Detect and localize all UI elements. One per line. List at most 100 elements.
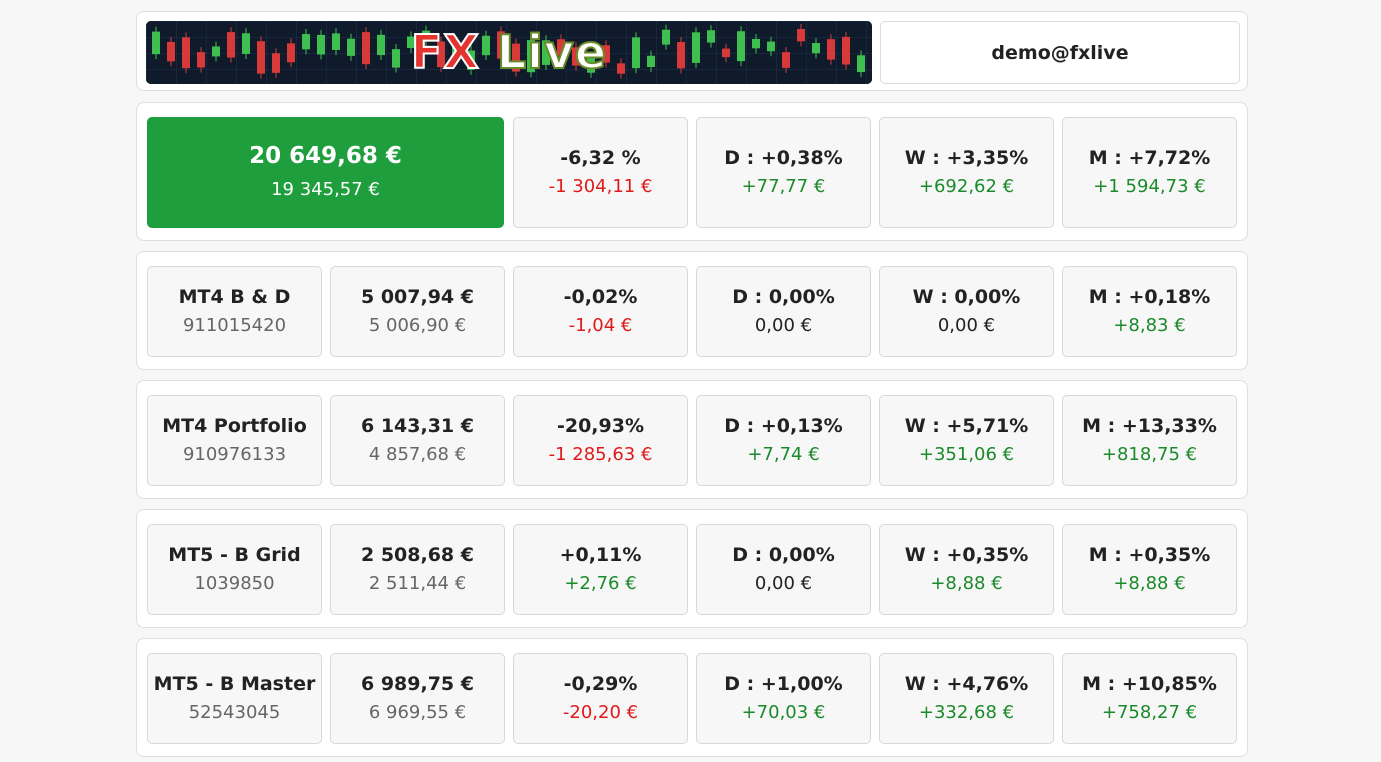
total-deposit: 19 345,57 € [271, 178, 380, 200]
week-change-pct: W : +3,35% [904, 147, 1029, 169]
candle-body [377, 34, 385, 56]
account-total-amount: -20,20 € [562, 702, 639, 723]
candle-body [812, 43, 820, 54]
candle-body [617, 63, 625, 74]
candle-body [542, 40, 550, 65]
account-row: MT5 - B Master 52543045 6 989,75 € 6 969… [136, 638, 1248, 757]
account-total-card[interactable]: +0,11% +2,76 € [513, 524, 688, 615]
account-week-amount: +351,06 € [918, 444, 1015, 465]
account-row: MT4 B & D 911015420 5 007,94 € 5 006,90 … [136, 251, 1248, 370]
total-change-pct: -6,32 % [560, 147, 641, 169]
account-row: MT4 Portfolio 910976133 6 143,31 € 4 857… [136, 380, 1248, 499]
account-month-card[interactable]: M : +0,18% +8,83 € [1062, 266, 1237, 357]
candle-body [737, 31, 745, 62]
account-month-card[interactable]: M : +13,33% +818,75 € [1062, 395, 1237, 486]
total-change-card[interactable]: -6,32 % -1 304,11 € [513, 117, 688, 228]
account-total-pct: -0,29% [563, 673, 638, 695]
candle-body [827, 39, 835, 60]
account-name: MT4 B & D [178, 286, 291, 308]
account-balance-card[interactable]: 6 989,75 € 6 969,55 € [330, 653, 505, 744]
account-day-card[interactable]: D : 0,00% 0,00 € [696, 266, 871, 357]
account-week-card[interactable]: W : +0,35% +8,88 € [879, 524, 1054, 615]
account-name-card[interactable]: MT4 Portfolio 910976133 [147, 395, 322, 486]
summary-row: 20 649,68 € 19 345,57 € -6,32 % -1 304,1… [136, 102, 1248, 241]
candle-body [452, 41, 460, 58]
candle-body [797, 29, 805, 42]
account-balance-card[interactable]: 5 007,94 € 5 006,90 € [330, 266, 505, 357]
account-total-card[interactable]: -0,02% -1,04 € [513, 266, 688, 357]
account-day-amount: 0,00 € [754, 315, 813, 336]
candle-body [707, 30, 715, 43]
account-balance-card[interactable]: 6 143,31 € 4 857,68 € [330, 395, 505, 486]
candle-body [437, 41, 445, 68]
account-deposit: 6 969,55 € [368, 702, 467, 723]
candle-body [572, 47, 580, 66]
candle-body [362, 32, 370, 65]
candle-body [272, 53, 280, 73]
account-number: 1039850 [194, 573, 275, 594]
account-balance: 5 007,94 € [361, 286, 474, 308]
account-month-pct: M : +10,85% [1082, 673, 1217, 695]
account-total-amount: +2,76 € [564, 573, 637, 594]
candle-body [167, 41, 175, 62]
candle-body [602, 45, 610, 63]
candle-body [347, 38, 355, 56]
account-name-card[interactable]: MT5 - B Grid 1039850 [147, 524, 322, 615]
account-balance-card[interactable]: 2 508,68 € 2 511,44 € [330, 524, 505, 615]
account-total-card[interactable]: -0,29% -20,20 € [513, 653, 688, 744]
account-day-card[interactable]: D : 0,00% 0,00 € [696, 524, 871, 615]
account-day-card[interactable]: D : +0,13% +7,74 € [696, 395, 871, 486]
user-email: demo@fxlive [991, 41, 1129, 64]
header-panel: FX Live demo@fxlive [136, 11, 1248, 91]
account-week-card[interactable]: W : +4,76% +332,68 € [879, 653, 1054, 744]
account-month-amount: +8,88 € [1113, 573, 1186, 594]
account-total-pct: +0,11% [559, 544, 642, 566]
candle-body [527, 40, 535, 73]
account-day-amount: +7,74 € [747, 444, 820, 465]
candle-body [752, 38, 760, 49]
candle-body [632, 37, 640, 69]
candle-body [317, 34, 325, 55]
candle-body [302, 34, 310, 50]
total-balance: 20 649,68 € [249, 142, 402, 169]
month-change-card[interactable]: M : +7,72% +1 594,73 € [1062, 117, 1237, 228]
account-week-pct: W : +5,71% [904, 415, 1029, 437]
week-change-card[interactable]: W : +3,35% +692,62 € [879, 117, 1054, 228]
candle-body [212, 46, 220, 57]
account-number: 911015420 [182, 315, 287, 336]
account-day-card[interactable]: D : +1,00% +70,03 € [696, 653, 871, 744]
account-month-amount: +818,75 € [1101, 444, 1198, 465]
candle-body [782, 52, 790, 68]
account-month-card[interactable]: M : +10,85% +758,27 € [1062, 653, 1237, 744]
total-balance-card[interactable]: 20 649,68 € 19 345,57 € [147, 117, 504, 228]
candle-body [677, 41, 685, 69]
account-week-amount: +8,88 € [930, 573, 1003, 594]
candle-body [587, 57, 595, 73]
account-balance: 6 989,75 € [361, 673, 474, 695]
user-account-box[interactable]: demo@fxlive [880, 21, 1240, 84]
candle-body [227, 32, 235, 58]
account-month-amount: +8,83 € [1113, 315, 1186, 336]
account-week-pct: W : +4,76% [904, 673, 1029, 695]
account-name-card[interactable]: MT5 - B Master 52543045 [147, 653, 322, 744]
account-name: MT4 Portfolio [162, 415, 307, 437]
account-week-card[interactable]: W : +5,71% +351,06 € [879, 395, 1054, 486]
account-week-pct: W : +0,35% [904, 544, 1029, 566]
logo-live-text: Live [496, 24, 608, 80]
account-month-card[interactable]: M : +0,35% +8,88 € [1062, 524, 1237, 615]
candlestick-banner [146, 21, 872, 84]
account-week-card[interactable]: W : 0,00% 0,00 € [879, 266, 1054, 357]
candle-body [497, 31, 505, 59]
account-total-pct: -0,02% [563, 286, 638, 308]
account-day-amount: 0,00 € [754, 573, 813, 594]
account-name-card[interactable]: MT4 B & D 911015420 [147, 266, 322, 357]
account-day-amount: +70,03 € [741, 702, 826, 723]
day-change-card[interactable]: D : +0,38% +77,77 € [696, 117, 871, 228]
fx-live-logo[interactable]: FX Live [146, 21, 872, 84]
account-total-amount: -1,04 € [568, 315, 633, 336]
account-total-card[interactable]: -20,93% -1 285,63 € [513, 395, 688, 486]
account-deposit: 2 511,44 € [368, 573, 467, 594]
candle-body [152, 31, 160, 55]
account-day-pct: D : 0,00% [732, 544, 835, 566]
account-day-pct: D : 0,00% [732, 286, 835, 308]
